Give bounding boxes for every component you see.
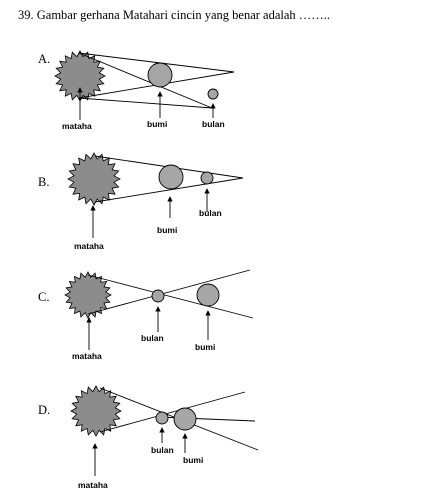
- earth-label: bumi: [183, 455, 203, 465]
- earth-icon: [158, 164, 184, 190]
- moon-label: bulan: [141, 333, 164, 343]
- moon-label: bulan: [151, 445, 174, 455]
- sun-icon: [67, 152, 121, 206]
- option-a-letter[interactable]: A.: [38, 52, 51, 66]
- option-c-letter[interactable]: C.: [38, 290, 50, 304]
- earth-label: bumi: [195, 342, 215, 352]
- earth-icon: [147, 62, 173, 88]
- light-rays: [87, 269, 254, 319]
- earth-icon: [196, 283, 220, 307]
- sun-label: mataha: [72, 351, 102, 361]
- earth-label: bumi: [157, 225, 177, 235]
- sun-icon: [70, 385, 122, 437]
- moon-label: bulan: [199, 208, 222, 218]
- sun-label: mataha: [74, 241, 104, 251]
- moon-icon: [155, 411, 169, 425]
- option-b-diagram[interactable]: mataha bumi bulan: [67, 152, 244, 251]
- question-text: 39. Gambar gerhana Matahari cincin yang …: [18, 8, 331, 22]
- option-b-letter[interactable]: B.: [38, 175, 50, 189]
- moon-icon: [151, 289, 165, 303]
- option-d-diagram[interactable]: bulan bumi mataha: [70, 385, 259, 490]
- sun-label: mataha: [62, 121, 92, 131]
- earth-label: bumi: [147, 119, 167, 129]
- moon-label: bulan: [202, 119, 225, 129]
- moon-icon: [207, 88, 219, 100]
- sun-shape: [67, 152, 121, 206]
- option-c-diagram[interactable]: mataha bulan bumi: [64, 269, 254, 361]
- moon-icon: [200, 171, 214, 185]
- sun-shape: [70, 385, 122, 437]
- option-a-diagram[interactable]: mataha bumi bulan: [54, 50, 235, 131]
- option-d-letter[interactable]: D.: [38, 403, 51, 417]
- earth-icon: [173, 407, 197, 431]
- sun-label: mataha: [78, 480, 108, 490]
